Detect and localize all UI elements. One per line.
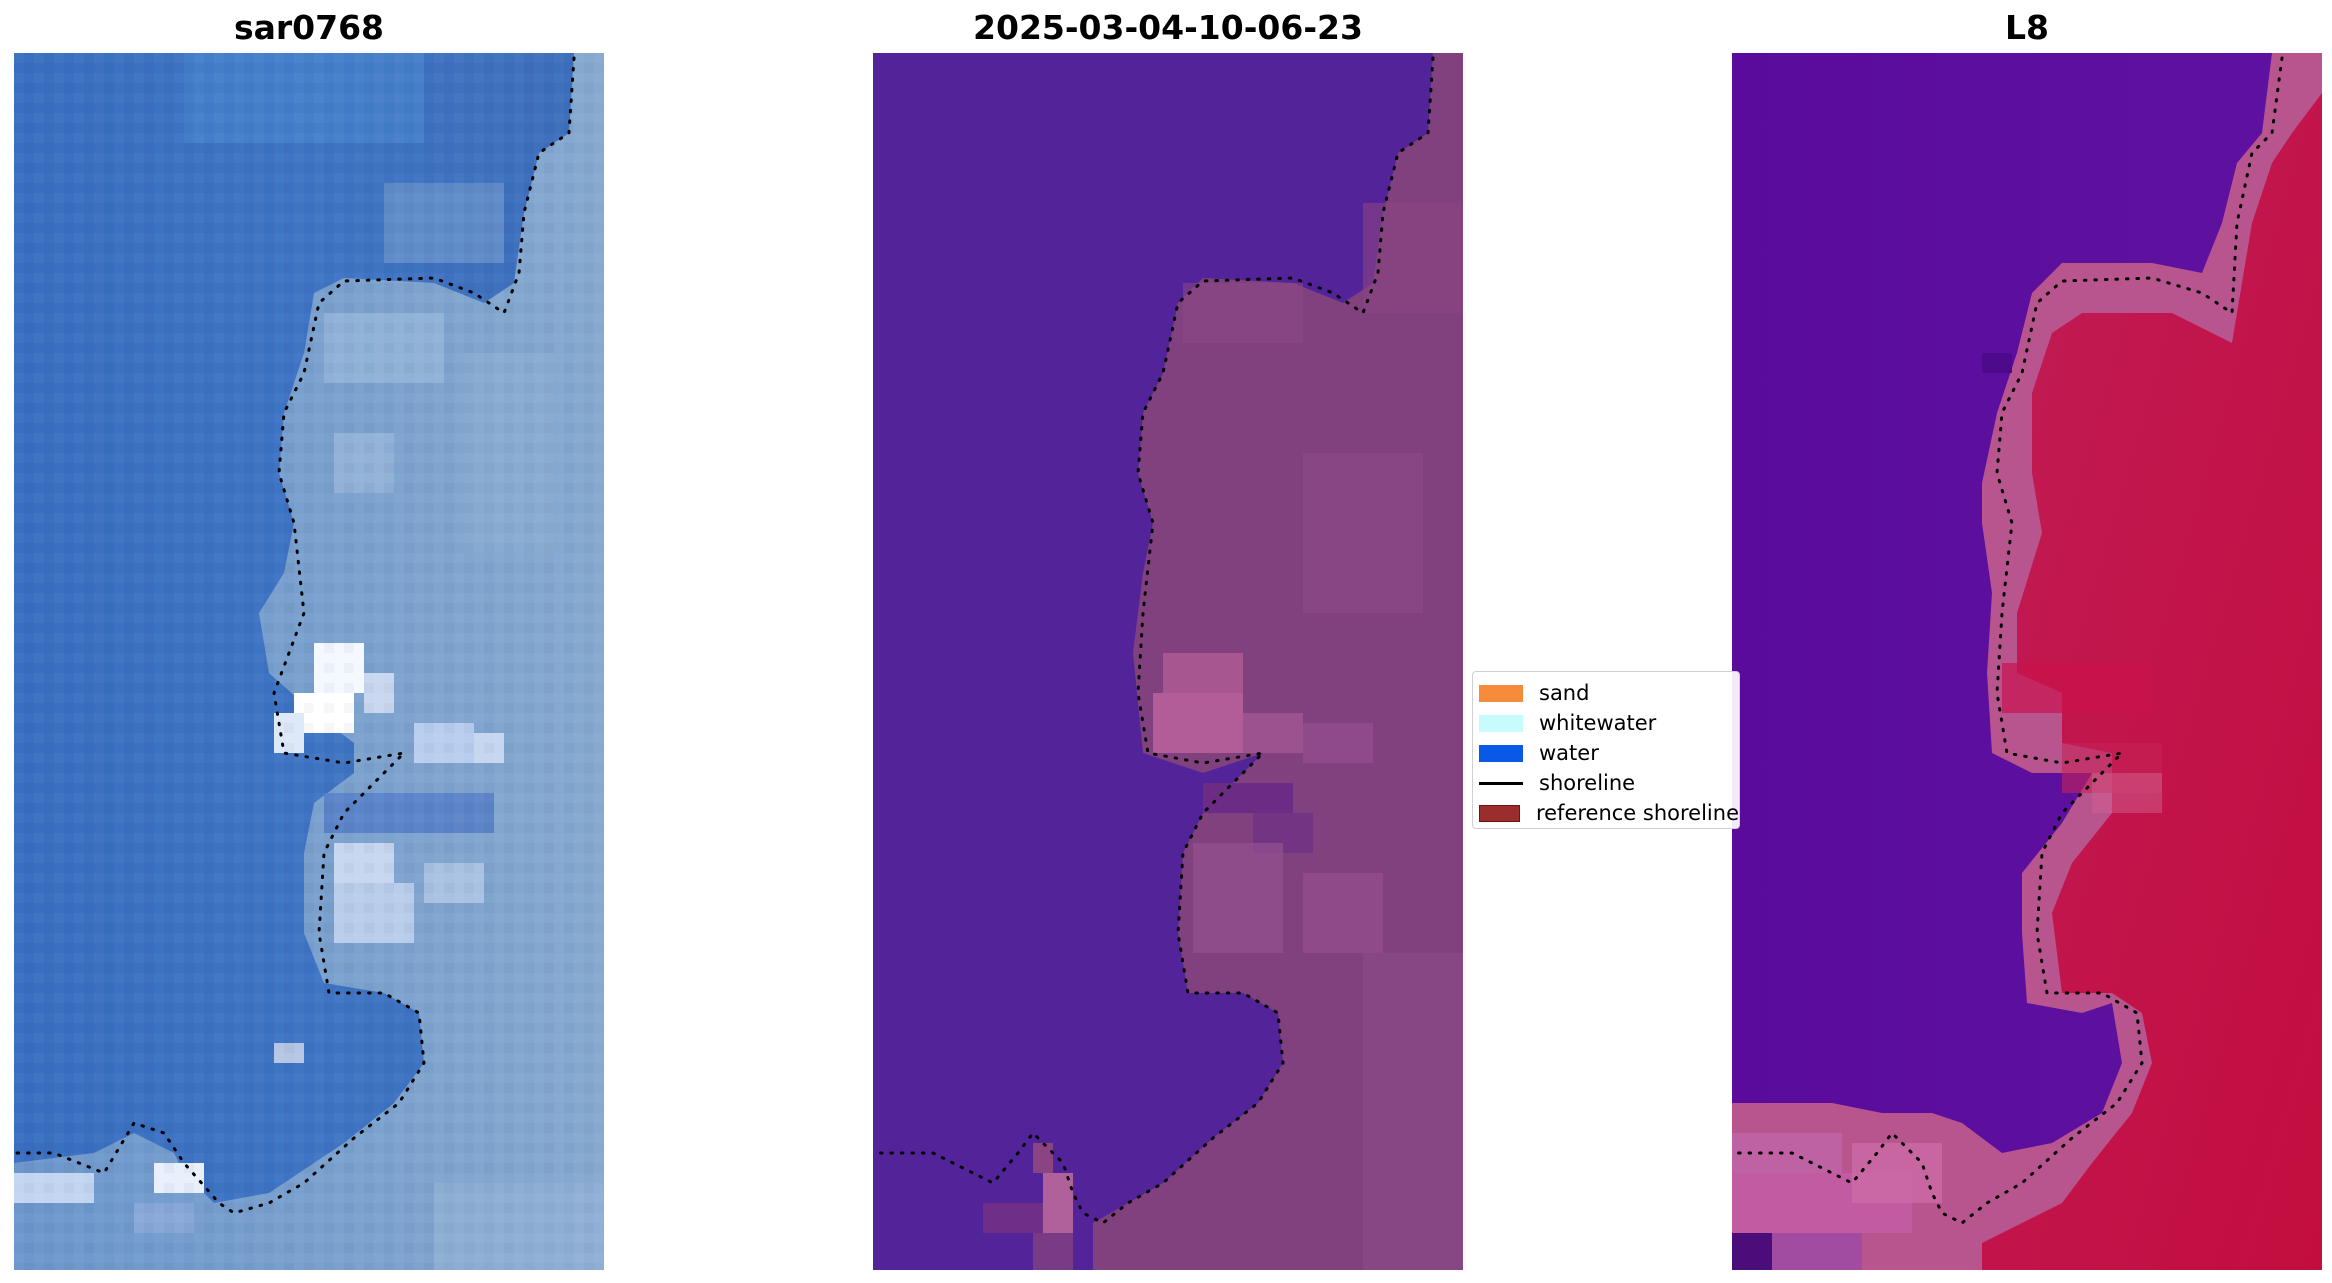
sar-image-panel	[14, 53, 604, 1270]
classification-panel	[873, 53, 1463, 1270]
class-bright-patch	[1163, 653, 1243, 693]
reference-shoreline-swatch	[1479, 804, 1520, 822]
legend-label: reference shoreline	[1535, 801, 1739, 825]
panel-title-l8: L8	[2005, 8, 2049, 47]
l8-panel	[1732, 53, 2322, 1270]
l8-shoreline	[1732, 56, 2284, 1225]
legend-item-sand: sand	[1473, 678, 1739, 708]
sar-shoreline	[14, 56, 576, 1215]
legend-item-shoreline: shoreline	[1473, 768, 1739, 798]
legend-label: shoreline	[1539, 771, 1636, 795]
shoreline-line-icon	[1479, 781, 1523, 785]
classification-image	[873, 53, 1463, 1270]
legend-label: water	[1539, 741, 1599, 765]
panel-title-date: 2025-03-04-10-06-23	[973, 8, 1363, 47]
legend-label: sand	[1539, 681, 1590, 705]
panel-title-sar: sar0768	[233, 8, 385, 47]
sar-image	[14, 53, 604, 1270]
whitewater-swatch	[1479, 714, 1523, 732]
legend-item-water: water	[1473, 738, 1739, 768]
sand-swatch	[1479, 684, 1523, 702]
class-shoreline	[873, 56, 1435, 1225]
l8-image	[1732, 53, 2322, 1270]
water-swatch	[1479, 744, 1523, 762]
legend-item-reference-shoreline: reference shoreline	[1473, 798, 1739, 828]
legend-item-whitewater: whitewater	[1473, 708, 1739, 738]
legend-label: whitewater	[1539, 711, 1657, 735]
legend: sand whitewater water shoreline referenc…	[1472, 671, 1740, 829]
